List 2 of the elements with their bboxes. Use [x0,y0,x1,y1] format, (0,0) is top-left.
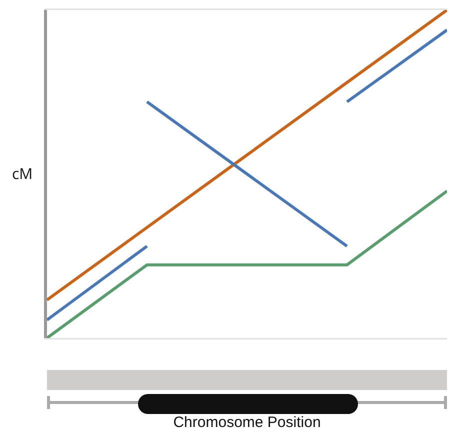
y-axis-title: cM [12,164,33,184]
text: Chromosome Position [172,414,322,431]
